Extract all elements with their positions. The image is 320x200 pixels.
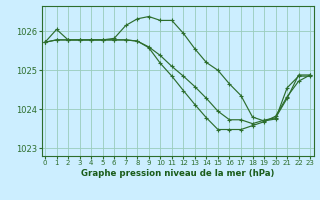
X-axis label: Graphe pression niveau de la mer (hPa): Graphe pression niveau de la mer (hPa) <box>81 169 274 178</box>
